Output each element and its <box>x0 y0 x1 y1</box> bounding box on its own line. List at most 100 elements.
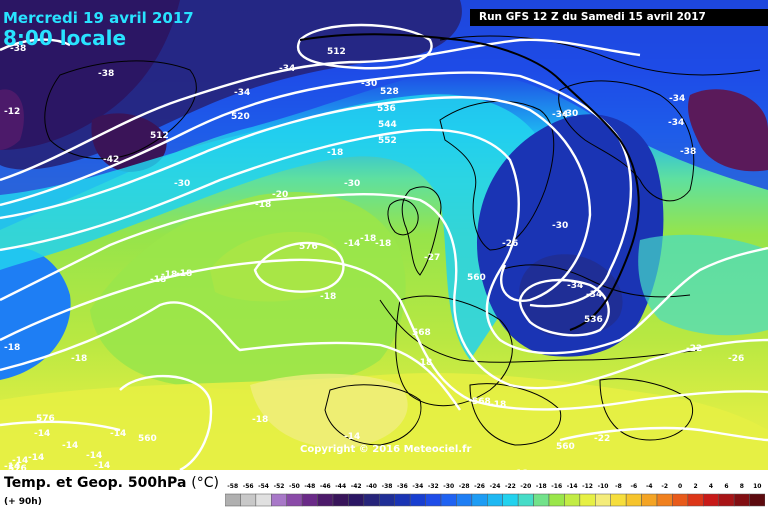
temperature-label: -42 <box>103 155 119 165</box>
copyright-text: Copyright © 2016 Meteociel.fr <box>300 444 472 455</box>
scale-swatches <box>225 493 765 507</box>
geopotential-labels: 5205125285365445525125205765605605685365… <box>8 10 603 470</box>
scale-value-label: -26 <box>474 483 485 490</box>
parameter-name: Temp. et Geop. 500hPa <box>4 475 187 491</box>
temperature-label: -18 <box>360 234 376 244</box>
geopotential-label: 544 <box>378 120 397 130</box>
scale-value-label: -8 <box>615 483 622 490</box>
scale-value-label: 8 <box>740 483 744 490</box>
geopotential-label: 536 <box>584 315 603 325</box>
scale-value-label: 6 <box>724 483 728 490</box>
geopotential-label: 576 <box>36 414 55 424</box>
subtropical-air-spain <box>250 373 408 449</box>
temperature-label: -34 <box>669 94 685 104</box>
scale-swatch <box>564 493 581 507</box>
scale-swatch <box>301 493 318 507</box>
temperature-label: -26 <box>502 239 518 249</box>
scale-value-label: -36 <box>397 483 408 490</box>
scale-value-label: -50 <box>289 483 300 490</box>
geopotential-label: 576 <box>299 242 318 252</box>
temperature-label: -14 <box>110 429 126 439</box>
temperature-label: -18 <box>4 343 20 353</box>
scale-swatch <box>332 493 349 507</box>
east-europe-band <box>638 234 768 336</box>
scale-value-label: -40 <box>366 483 377 490</box>
temperature-label: -30 <box>562 109 578 119</box>
scale-value-label: -12 <box>582 483 593 490</box>
temperature-label: -34 <box>234 88 250 98</box>
scale-value-label: -46 <box>320 483 331 490</box>
temperature-label: -18 <box>161 270 177 280</box>
scale-value-label: -6 <box>631 483 638 490</box>
temperature-label: -38 <box>10 44 26 54</box>
temperature-label: -38 <box>680 147 696 157</box>
scale-swatch <box>533 493 550 507</box>
scale-value-label: 2 <box>693 483 697 490</box>
temperature-label: -14 <box>94 461 110 470</box>
temperature-label: -34 <box>279 64 295 74</box>
scale-value-label: -28 <box>459 483 470 490</box>
scale-swatch <box>703 493 719 507</box>
geopotential-label: 512 <box>327 47 346 57</box>
geopotential-label: 576 <box>8 464 27 470</box>
temperature-label: -22 <box>594 434 610 444</box>
temperature-label: -38 <box>98 69 114 79</box>
temperature-labels: -38-38 -34-34-30-30-30-42-30-12-30-34-34-… <box>4 44 744 470</box>
scale-swatch <box>733 493 750 507</box>
temperature-color-scale: -58 -56 -54 -52 -50 -48 -46 -44 -42 -40 -38 -36 -34-… <box>225 483 765 507</box>
isohypses <box>0 23 768 470</box>
scale-swatch <box>456 493 473 507</box>
geopotential-label: 512 <box>150 131 169 141</box>
scale-value-label: -20 <box>520 483 531 490</box>
scale-value-label: -2 <box>661 483 668 490</box>
temperature-label: -30 <box>552 221 568 231</box>
scale-value-label: -16 <box>551 483 562 490</box>
scale-swatch <box>672 493 689 507</box>
temperature-label: -14 <box>86 451 102 461</box>
temperature-label: -14 <box>62 441 78 451</box>
geopotential-label: 560 <box>556 442 575 452</box>
scale-value-label: -14 <box>567 483 578 490</box>
temperature-label: -14 <box>344 432 360 442</box>
geopotential-label: 568 <box>472 397 491 407</box>
scale-value-label: -56 <box>243 483 254 490</box>
cold-blob-iceland <box>91 113 167 172</box>
cold-band-nw-west <box>0 247 71 380</box>
scale-value-label: 0 <box>678 483 682 490</box>
scale-swatch <box>656 493 673 507</box>
temperature-label: -18 <box>176 269 192 279</box>
scale-value-label: -54 <box>258 483 269 490</box>
geopotential-label: 560 <box>138 434 157 444</box>
temperature-label: -34 <box>668 118 684 128</box>
scale-value-label: -42 <box>351 483 362 490</box>
temperature-label: -18 <box>327 148 343 158</box>
geopotential-label: 552 <box>378 136 397 146</box>
scale-swatch <box>625 493 642 507</box>
contour-552-thick <box>299 33 640 331</box>
temperature-label: -14 <box>344 239 360 249</box>
scale-swatch <box>409 493 426 507</box>
scale-value-label: -52 <box>274 483 285 490</box>
scale-swatch <box>425 493 442 507</box>
scale-swatch <box>271 493 287 507</box>
scale-value-label: -30 <box>443 483 454 490</box>
temperature-label: -18 <box>490 400 506 410</box>
cold-blob-scandinavia <box>688 89 768 172</box>
temperature-label: -18 <box>320 292 336 302</box>
scale-value-label: -32 <box>428 483 439 490</box>
scale-swatch <box>440 493 457 507</box>
scale-value-label: -10 <box>598 483 609 490</box>
temperature-label: -18 <box>71 354 87 364</box>
scale-value-label: -44 <box>335 483 346 490</box>
temperature-label: -14 <box>34 429 50 439</box>
temperature-label: -18 <box>255 200 271 210</box>
temperature-label: -14 <box>28 453 44 463</box>
warm-ridge-core <box>210 231 343 302</box>
scale-swatch <box>579 493 596 507</box>
scale-value-label: 10 <box>753 483 761 490</box>
temperature-label: -30 <box>361 79 377 89</box>
temperature-label: -18 <box>150 275 166 285</box>
temperature-label: -18 <box>375 239 391 249</box>
scale-value-label: 4 <box>709 483 713 490</box>
